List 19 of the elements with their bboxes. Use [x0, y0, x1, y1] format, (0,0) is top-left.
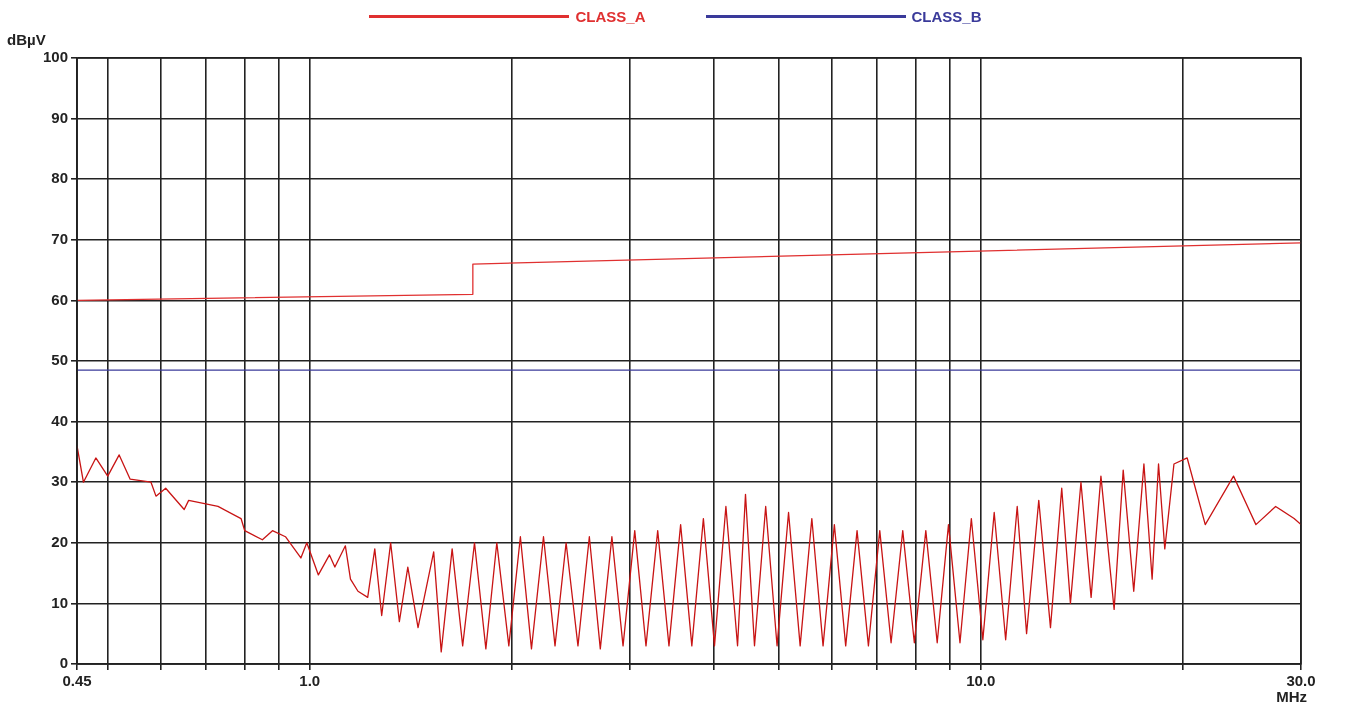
- y-tick-label: 10: [51, 593, 69, 611]
- x-axis-title: MHz: [1276, 687, 1307, 705]
- y-tick-label: 20: [51, 532, 69, 550]
- y-tick-label: 60: [51, 290, 69, 308]
- text: CLASS_A: [575, 8, 646, 25]
- y-tick-label: 0: [59, 654, 69, 672]
- x-tick-label: 0.45: [62, 672, 92, 690]
- x-tick-label: 10.0: [966, 672, 996, 690]
- y-axis-title: dBµV: [7, 30, 46, 48]
- y-tick-label: 30: [51, 472, 69, 490]
- y-tick-label: 70: [51, 229, 69, 247]
- y-tick-label: 80: [51, 169, 69, 187]
- x-tick-label: 30.0: [1286, 672, 1316, 690]
- y-tick-label: 90: [51, 108, 69, 126]
- y-tick-label: 40: [51, 411, 69, 429]
- text: CLASS_B: [911, 8, 982, 25]
- x-tick-label: 1.0: [299, 672, 321, 690]
- y-tick-label: 100: [43, 48, 69, 66]
- y-tick-label: 50: [51, 351, 69, 369]
